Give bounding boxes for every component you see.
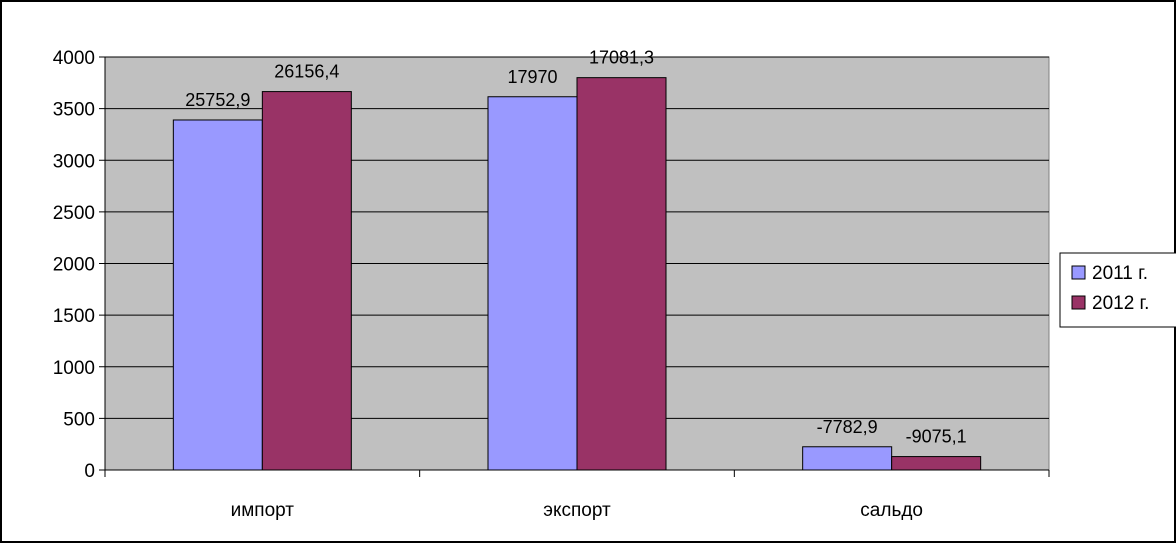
y-tick-label: 2000	[53, 255, 95, 276]
legend-box	[1059, 252, 1176, 328]
x-category-label: импорт	[231, 500, 295, 521]
x-category-label: экспорт	[543, 500, 611, 521]
bar	[172, 119, 263, 471]
data-label: 17081,3	[589, 48, 654, 68]
bar	[487, 96, 578, 471]
bar	[802, 446, 893, 471]
data-label: -7782,9	[817, 417, 878, 437]
bar	[261, 91, 352, 471]
legend-swatch	[1071, 295, 1086, 310]
y-tick-label: 4000	[53, 48, 95, 69]
bars	[172, 77, 982, 471]
y-tick-label: 3500	[53, 100, 95, 121]
bar	[576, 77, 667, 471]
data-label: 26156,4	[274, 62, 339, 82]
y-tick-label: 1000	[53, 358, 95, 379]
y-tick-label: 3000	[53, 151, 95, 172]
data-labels: 25752,9 26156,4 17970 17081,3 -7782,9 -9075,1	[185, 48, 966, 447]
legend-swatch	[1071, 265, 1086, 280]
legend-label: 2012 г.	[1092, 293, 1149, 314]
y-tick-label: 500	[63, 409, 95, 430]
x-category-label: сальдо	[860, 500, 923, 521]
data-label: 25752,9	[185, 90, 250, 110]
legend: 2011 г. 2012 г.	[1059, 252, 1176, 328]
y-tick-label: 1500	[53, 306, 95, 327]
axes: 0 500 1000 1500 2000 2500 3000 3500 4000 импорт эк…	[53, 48, 1050, 521]
y-tick-label: 0	[84, 461, 95, 482]
bar	[891, 456, 982, 471]
y-tick-label: 2500	[53, 203, 95, 224]
legend-label: 2011 г.	[1092, 263, 1148, 284]
data-label: -9075,1	[906, 427, 967, 447]
data-label: 17970	[507, 67, 557, 87]
